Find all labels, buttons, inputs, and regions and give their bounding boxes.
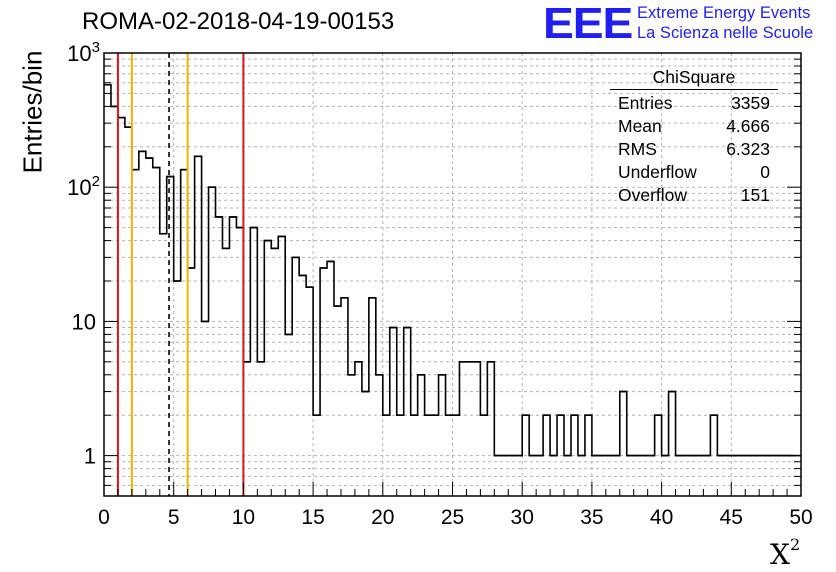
logo-mark: EEE [543, 0, 633, 48]
stats-row-entries: Entries 3359 [610, 92, 778, 115]
stats-label: Overflow [618, 185, 688, 205]
stats-value: 3359 [731, 93, 770, 113]
x-tick-label: 5 [168, 506, 180, 529]
stats-label: RMS [618, 139, 657, 159]
plot-frame [103, 52, 802, 497]
x-tick-label: 30 [511, 506, 534, 529]
x-axis-label-superscript: 2 [789, 534, 801, 554]
x-tick-label: 15 [301, 506, 324, 529]
stats-value: 4.666 [726, 116, 770, 136]
stats-value: 0 [760, 162, 770, 182]
histogram-step-outline [104, 83, 795, 457]
x-tick-label: 20 [371, 506, 394, 529]
axis-tick-labels: 0 5 10 15 20 25 30 35 40 45 50 1 10 102 103 [67, 39, 813, 529]
y-axis-label: Entries/bin [17, 50, 48, 174]
x-tick-label: 25 [441, 506, 464, 529]
logo-text-line2: La Scienza nelle Scuole [637, 24, 814, 42]
stats-label: Entries [618, 93, 673, 113]
stats-row-underflow: Underflow 0 [610, 161, 778, 184]
logo-text-line1: Extreme Energy Events [637, 4, 811, 22]
x-tick-label: 50 [789, 506, 812, 529]
stats-row-mean: Mean 4.666 [610, 115, 778, 138]
y-tick-label: 103 [67, 39, 100, 66]
x-tick-label: 10 [232, 506, 255, 529]
x-tick-label: 0 [98, 506, 110, 529]
y-tick-label: 1 [84, 444, 96, 469]
x-tick-label: 40 [650, 506, 673, 529]
x-axis-label-base: X [770, 538, 790, 571]
stats-value: 151 [740, 185, 770, 205]
run-title: ROMA-02-2018-04-19-00153 [82, 8, 395, 35]
reference-lines [116, 53, 245, 496]
stats-label: Underflow [618, 162, 697, 182]
stats-row-rms: RMS 6.323 [610, 138, 778, 161]
x-tick-label: 35 [580, 506, 603, 529]
stats-title: ChiSquare [610, 66, 778, 90]
grid-lines [104, 53, 801, 496]
stats-value: 6.323 [726, 139, 770, 159]
x-tick-label: 45 [720, 506, 743, 529]
y-tick-label: 102 [67, 173, 100, 200]
stats-row-overflow: Overflow 151 [610, 184, 778, 207]
eee-logo: EEE Extreme Energy Events La Scienza nel… [543, 2, 833, 46]
y-tick-label: 10 [72, 309, 96, 334]
x-axis-label: X2 [770, 534, 801, 571]
stats-label: Mean [618, 116, 662, 136]
stats-box: ChiSquare Entries 3359 Mean 4.666 RMS 6.323… [610, 66, 778, 207]
